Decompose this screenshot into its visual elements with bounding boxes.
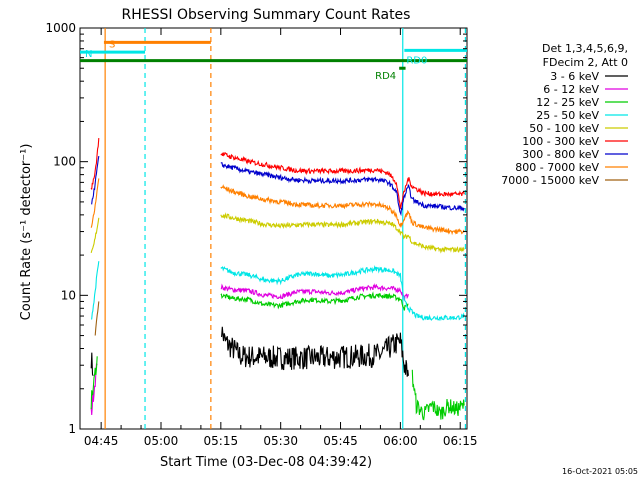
legend-label-5: 100 - 300 keV [522,135,599,148]
legend-label-8: 7000 - 15000 keV [501,174,599,187]
x-tick-label-4: 05:45 [323,434,358,448]
plot-frame [79,27,468,430]
series-line-3-seg-0 [90,261,100,320]
series-line-1-seg-1 [220,283,409,301]
x-tick-label-1: 05:00 [144,434,179,448]
y-tick-label-0: 1 [68,422,76,436]
series-line-7-seg-0 [90,178,100,228]
series-line-2-seg-1 [220,291,409,311]
y-axis-label: Count Rate (s⁻¹ detector⁻¹) [19,144,34,321]
series-line-5-seg-1 [220,151,465,209]
series-line-6-seg-0 [91,156,100,205]
state-bar-label-0: S [109,39,115,50]
series-line-6-seg-1 [220,162,465,217]
series-line-0-seg-0 [90,352,94,377]
footer-date: 16-Oct-2021 05:05 [562,467,638,476]
x-tick-label-0: 04:45 [84,434,119,448]
series-line-8-seg-0 [94,301,100,336]
series-line-4-seg-0 [90,217,100,254]
x-tick-label-3: 05:30 [263,434,298,448]
y-tick-label-1: 10 [61,288,76,302]
x-axis-label: Start Time (03-Dec-08 04:39:42) [160,455,372,470]
legend-label-4: 50 - 100 keV [529,122,599,135]
series-line-4-seg-1 [220,212,465,254]
legend-header-line-1: Det 1,3,4,5,6,9, [542,42,628,55]
state-bar-label-1: N [85,49,92,60]
series-line-5-seg-0 [90,138,100,190]
series-line-3-seg-1 [220,265,465,322]
x-tick-label-5: 06:00 [383,434,418,448]
series-line-7-seg-1 [220,184,465,236]
series-layer [90,138,465,421]
ticks-layer: 04:45 05:00 05:15 05:30 05:45 06:00 06:15 1 10 10… [45,21,477,448]
series-line-2-seg-0 [90,356,98,410]
legend-label-3: 25 - 50 keV [536,109,599,122]
y-tick-label-2: 100 [53,155,76,169]
state-bar-label-4: RD0 [406,55,427,66]
chart-title: RHESSI Observing Summary Count Rates [122,7,411,23]
y-tick-label-3: 1000 [45,21,76,35]
state-bar-label-3: RD4 [375,71,396,82]
series-line-0-seg-1 [221,326,409,377]
legend-label-2: 12 - 25 keV [536,96,599,109]
annotations: S N RD4 RD0 [80,28,467,429]
legend-header-line-2: FDecim 2, Att 0 [543,56,628,69]
legend: Det 1,3,4,5,6,9, FDecim 2, Att 0 3 - 6 k… [501,42,628,187]
series-line-2-seg-2 [411,369,465,421]
legend-label-0: 3 - 6 keV [550,70,599,83]
legend-label-6: 300 - 800 keV [522,148,599,161]
legend-label-1: 6 - 12 keV [543,83,599,96]
x-tick-label-2: 05:15 [204,434,239,448]
legend-label-7: 800 - 7000 keV [515,161,599,174]
x-tick-label-6: 06:15 [443,434,478,448]
